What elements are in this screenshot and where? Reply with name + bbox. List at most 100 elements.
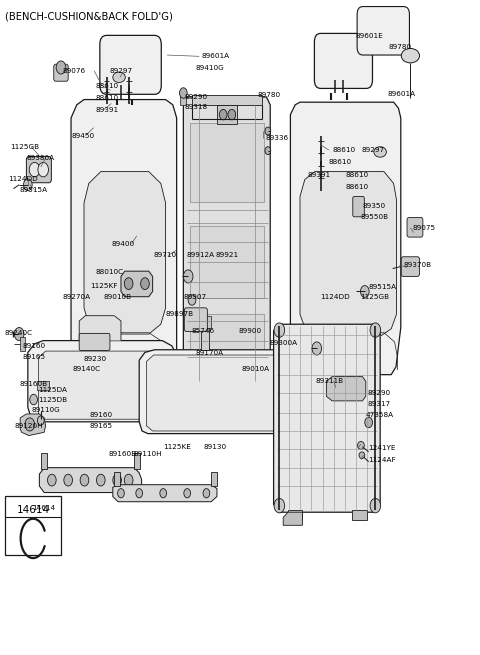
Text: 89515A: 89515A [19, 187, 48, 193]
Text: 89165: 89165 [89, 422, 112, 429]
FancyBboxPatch shape [79, 333, 110, 350]
FancyBboxPatch shape [314, 33, 372, 88]
FancyBboxPatch shape [184, 308, 207, 331]
Text: 85746: 85746 [191, 328, 214, 335]
Circle shape [360, 286, 369, 297]
Text: 89336: 89336 [266, 135, 289, 141]
FancyBboxPatch shape [353, 196, 364, 217]
FancyBboxPatch shape [54, 64, 68, 81]
Text: 89370B: 89370B [403, 262, 432, 269]
Text: 1124AF: 1124AF [368, 457, 396, 463]
Text: 1125GB: 1125GB [11, 143, 40, 150]
Ellipse shape [401, 48, 420, 63]
Ellipse shape [113, 72, 125, 83]
Text: 1125KF: 1125KF [90, 282, 118, 289]
Text: 89160: 89160 [89, 412, 112, 419]
Text: 89240C: 89240C [5, 330, 33, 337]
Text: 89290: 89290 [367, 390, 390, 396]
Text: 88610: 88610 [333, 147, 356, 153]
Text: 89450: 89450 [71, 132, 94, 139]
Circle shape [136, 489, 143, 498]
Circle shape [370, 498, 381, 513]
Text: 1124DD: 1124DD [320, 294, 350, 301]
PathPatch shape [79, 316, 121, 341]
Bar [211, 472, 217, 486]
Text: 89270A: 89270A [62, 294, 91, 301]
Text: 89311B: 89311B [316, 378, 344, 384]
FancyBboxPatch shape [26, 157, 51, 183]
PathPatch shape [71, 100, 177, 380]
Circle shape [312, 342, 322, 355]
Text: 14614: 14614 [33, 505, 56, 512]
Bar [41, 453, 47, 469]
Text: 89318: 89318 [185, 104, 208, 111]
Text: 88610: 88610 [346, 172, 369, 178]
Text: 89160B: 89160B [108, 451, 137, 457]
Circle shape [56, 61, 66, 74]
Text: 1125DA: 1125DA [38, 386, 67, 393]
Bar [134, 453, 140, 469]
Circle shape [141, 278, 149, 290]
Text: 89780: 89780 [389, 44, 412, 50]
Text: 89165: 89165 [22, 354, 45, 360]
Circle shape [124, 474, 133, 486]
PathPatch shape [38, 351, 170, 419]
Text: 89912A: 89912A [186, 252, 215, 259]
PathPatch shape [326, 377, 366, 401]
Circle shape [265, 127, 271, 135]
Circle shape [48, 474, 56, 486]
FancyBboxPatch shape [357, 7, 409, 55]
Text: 89290: 89290 [185, 94, 208, 100]
Circle shape [160, 489, 167, 498]
Text: 89110G: 89110G [31, 407, 60, 413]
Text: 89010A: 89010A [242, 366, 270, 373]
PathPatch shape [20, 414, 46, 436]
Circle shape [29, 162, 40, 177]
Text: 88610: 88610 [95, 94, 118, 101]
Text: 89075: 89075 [413, 225, 436, 231]
Bar [352, 510, 367, 520]
Circle shape [228, 109, 236, 120]
Bar [37, 381, 49, 390]
Circle shape [14, 328, 24, 341]
FancyBboxPatch shape [100, 35, 161, 94]
Text: 47358A: 47358A [366, 412, 394, 419]
PathPatch shape [39, 468, 142, 493]
PathPatch shape [113, 485, 217, 502]
Circle shape [365, 417, 372, 428]
FancyBboxPatch shape [407, 217, 423, 237]
Text: 89410G: 89410G [196, 65, 225, 71]
Circle shape [30, 394, 37, 405]
Text: 89391: 89391 [308, 172, 331, 178]
Text: 89350: 89350 [363, 203, 386, 210]
Bar [20, 337, 25, 351]
Text: 89160: 89160 [22, 343, 45, 349]
Circle shape [183, 270, 193, 283]
Text: 1125KE: 1125KE [163, 443, 191, 450]
Circle shape [180, 88, 187, 98]
Circle shape [184, 489, 191, 498]
PathPatch shape [300, 172, 396, 335]
Circle shape [203, 489, 210, 498]
Text: 1125DB: 1125DB [38, 396, 68, 403]
FancyBboxPatch shape [401, 257, 420, 276]
Text: (BENCH-CUSHION&BACK FOLD'G): (BENCH-CUSHION&BACK FOLD'G) [5, 12, 173, 22]
Circle shape [188, 295, 196, 305]
Text: 89780: 89780 [258, 92, 281, 98]
Text: 88610: 88610 [95, 83, 118, 90]
Circle shape [202, 318, 208, 326]
PathPatch shape [290, 102, 401, 375]
Text: 89380A: 89380A [26, 155, 55, 161]
Text: 89317: 89317 [367, 401, 390, 407]
Text: 89297: 89297 [361, 147, 384, 153]
Circle shape [24, 179, 32, 191]
Text: 89400: 89400 [111, 240, 134, 247]
Circle shape [124, 278, 133, 290]
Text: 1125GB: 1125GB [360, 294, 389, 301]
PathPatch shape [121, 271, 153, 297]
Text: 89710: 89710 [154, 252, 177, 259]
Ellipse shape [374, 147, 386, 157]
Circle shape [25, 418, 35, 431]
Text: 89300A: 89300A [270, 340, 298, 346]
PathPatch shape [28, 341, 177, 422]
